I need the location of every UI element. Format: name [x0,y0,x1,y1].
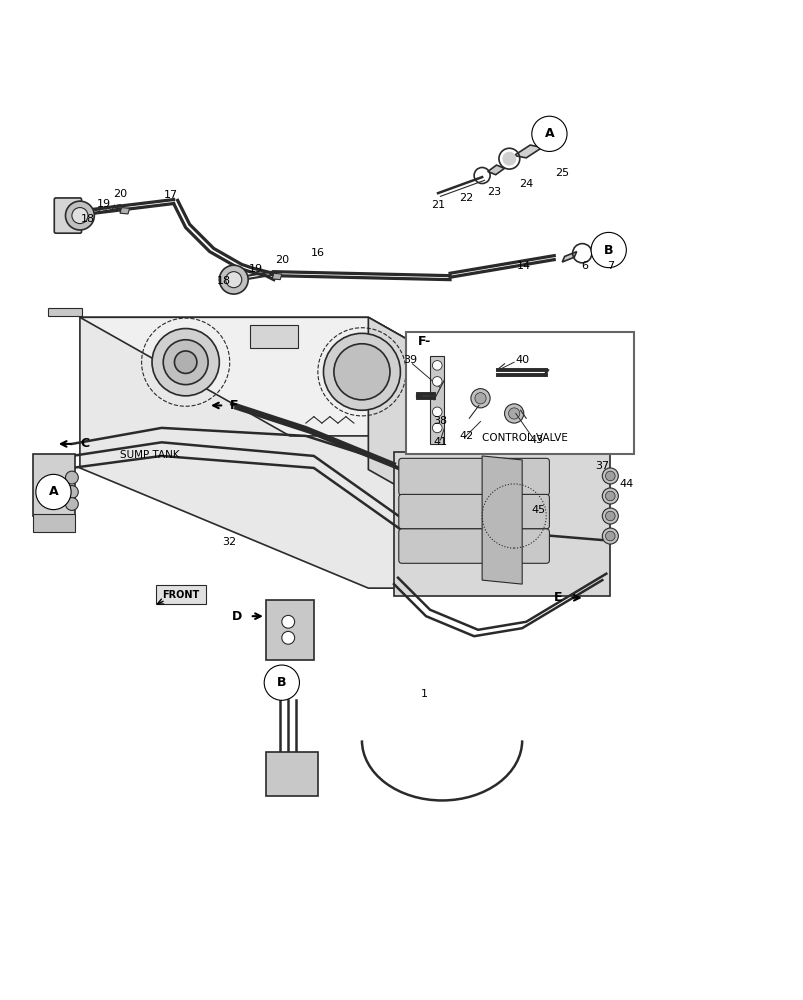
Text: 22: 22 [459,193,473,203]
Text: 37: 37 [594,461,609,471]
Text: E: E [553,591,561,604]
Text: 6: 6 [581,261,588,271]
Circle shape [71,208,88,224]
FancyBboxPatch shape [398,458,548,495]
Circle shape [432,423,442,433]
Text: F: F [230,399,238,412]
FancyBboxPatch shape [54,198,81,233]
FancyBboxPatch shape [34,514,75,532]
Polygon shape [48,308,81,316]
Text: 19: 19 [249,264,263,274]
Circle shape [605,471,614,481]
Polygon shape [482,456,521,584]
Circle shape [65,471,78,484]
Text: 39: 39 [402,355,417,365]
Text: 1: 1 [421,689,427,699]
FancyBboxPatch shape [156,585,206,604]
Circle shape [475,393,486,404]
Circle shape [323,333,400,410]
Polygon shape [561,252,576,262]
Text: CONTROL VALVE: CONTROL VALVE [482,433,567,443]
Circle shape [432,407,442,417]
Circle shape [471,389,490,408]
FancyBboxPatch shape [430,356,444,444]
FancyBboxPatch shape [398,529,548,563]
FancyBboxPatch shape [266,752,317,796]
Circle shape [65,486,78,498]
Text: 42: 42 [459,431,473,441]
Polygon shape [368,317,577,588]
Circle shape [264,665,299,700]
Circle shape [601,468,618,484]
Polygon shape [79,317,577,588]
Circle shape [282,631,294,644]
FancyBboxPatch shape [406,332,634,454]
Circle shape [508,408,519,419]
Circle shape [605,491,614,501]
Circle shape [282,615,294,628]
Text: 38: 38 [433,416,447,426]
Text: 40: 40 [515,355,528,365]
FancyBboxPatch shape [398,494,548,529]
Text: B: B [603,244,613,257]
Circle shape [601,488,618,504]
FancyBboxPatch shape [434,385,482,405]
Text: 44: 44 [618,479,633,489]
Text: 14: 14 [516,261,530,271]
FancyBboxPatch shape [266,600,313,660]
Text: 24: 24 [519,179,532,189]
Circle shape [605,531,614,541]
Circle shape [601,528,618,544]
Circle shape [163,340,208,385]
Circle shape [432,361,442,370]
Polygon shape [393,452,609,596]
Text: D: D [231,610,242,623]
Circle shape [605,511,614,521]
Circle shape [503,152,516,165]
Text: 23: 23 [487,187,500,197]
Circle shape [65,201,94,230]
Circle shape [590,232,626,268]
Text: 18: 18 [81,214,95,224]
Circle shape [65,498,78,510]
Text: B: B [277,676,286,689]
Circle shape [432,377,442,386]
Text: F-: F- [418,335,430,348]
Polygon shape [272,273,282,280]
Text: 41: 41 [433,437,447,447]
Polygon shape [514,145,541,158]
Circle shape [219,265,248,294]
Polygon shape [120,208,129,214]
Text: 20: 20 [112,189,127,199]
Circle shape [152,329,219,396]
Text: A: A [544,127,553,140]
Text: 45: 45 [531,505,544,515]
Polygon shape [487,165,504,175]
Text: 32: 32 [222,537,237,547]
Circle shape [174,351,197,373]
Text: 17: 17 [164,190,178,200]
FancyBboxPatch shape [34,454,75,516]
Text: 19: 19 [97,199,111,209]
Text: SUMP TANK: SUMP TANK [120,450,179,460]
Text: 43: 43 [529,435,543,445]
Circle shape [504,404,523,423]
Text: 18: 18 [217,276,231,286]
Circle shape [531,116,566,151]
Circle shape [36,474,71,510]
Text: 20: 20 [275,255,288,265]
Circle shape [333,344,389,400]
Text: 7: 7 [606,261,613,271]
Polygon shape [79,317,577,436]
Text: 16: 16 [311,248,324,258]
Circle shape [226,272,242,288]
Text: FRONT: FRONT [162,590,199,600]
FancyBboxPatch shape [250,325,297,348]
Circle shape [601,508,618,524]
Text: 25: 25 [555,168,569,178]
Text: C: C [79,437,89,450]
Text: A: A [49,485,58,498]
Text: 21: 21 [430,200,445,210]
